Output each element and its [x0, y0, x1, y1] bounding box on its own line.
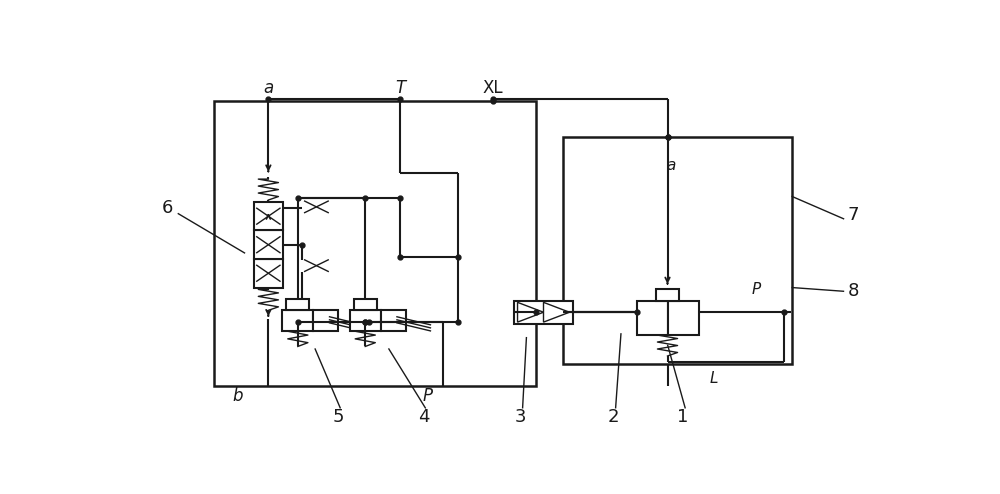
- Bar: [563, 137, 792, 364]
- Text: a: a: [263, 79, 274, 97]
- Bar: [350, 310, 381, 331]
- Bar: [637, 301, 668, 335]
- Text: 5: 5: [332, 408, 344, 426]
- Text: P: P: [422, 387, 432, 405]
- Text: 1: 1: [677, 408, 689, 426]
- Text: 4: 4: [418, 408, 429, 426]
- Text: a: a: [667, 158, 676, 173]
- Text: 8: 8: [848, 282, 859, 300]
- Text: 3: 3: [514, 408, 526, 426]
- Text: XL: XL: [483, 79, 503, 97]
- Text: L: L: [710, 371, 718, 386]
- Bar: [254, 230, 283, 259]
- Text: T: T: [395, 79, 405, 97]
- Bar: [313, 310, 338, 331]
- Text: 2: 2: [608, 408, 619, 426]
- Text: b: b: [232, 387, 243, 405]
- Bar: [282, 310, 313, 331]
- Bar: [254, 202, 283, 230]
- Bar: [286, 299, 309, 310]
- Bar: [668, 301, 698, 335]
- Bar: [514, 301, 573, 324]
- Bar: [214, 101, 536, 386]
- Text: 7: 7: [848, 206, 859, 224]
- Text: P: P: [752, 282, 761, 297]
- Bar: [354, 299, 377, 310]
- Bar: [381, 310, 406, 331]
- Text: 6: 6: [162, 199, 173, 217]
- Bar: [656, 289, 679, 301]
- Bar: [254, 259, 283, 288]
